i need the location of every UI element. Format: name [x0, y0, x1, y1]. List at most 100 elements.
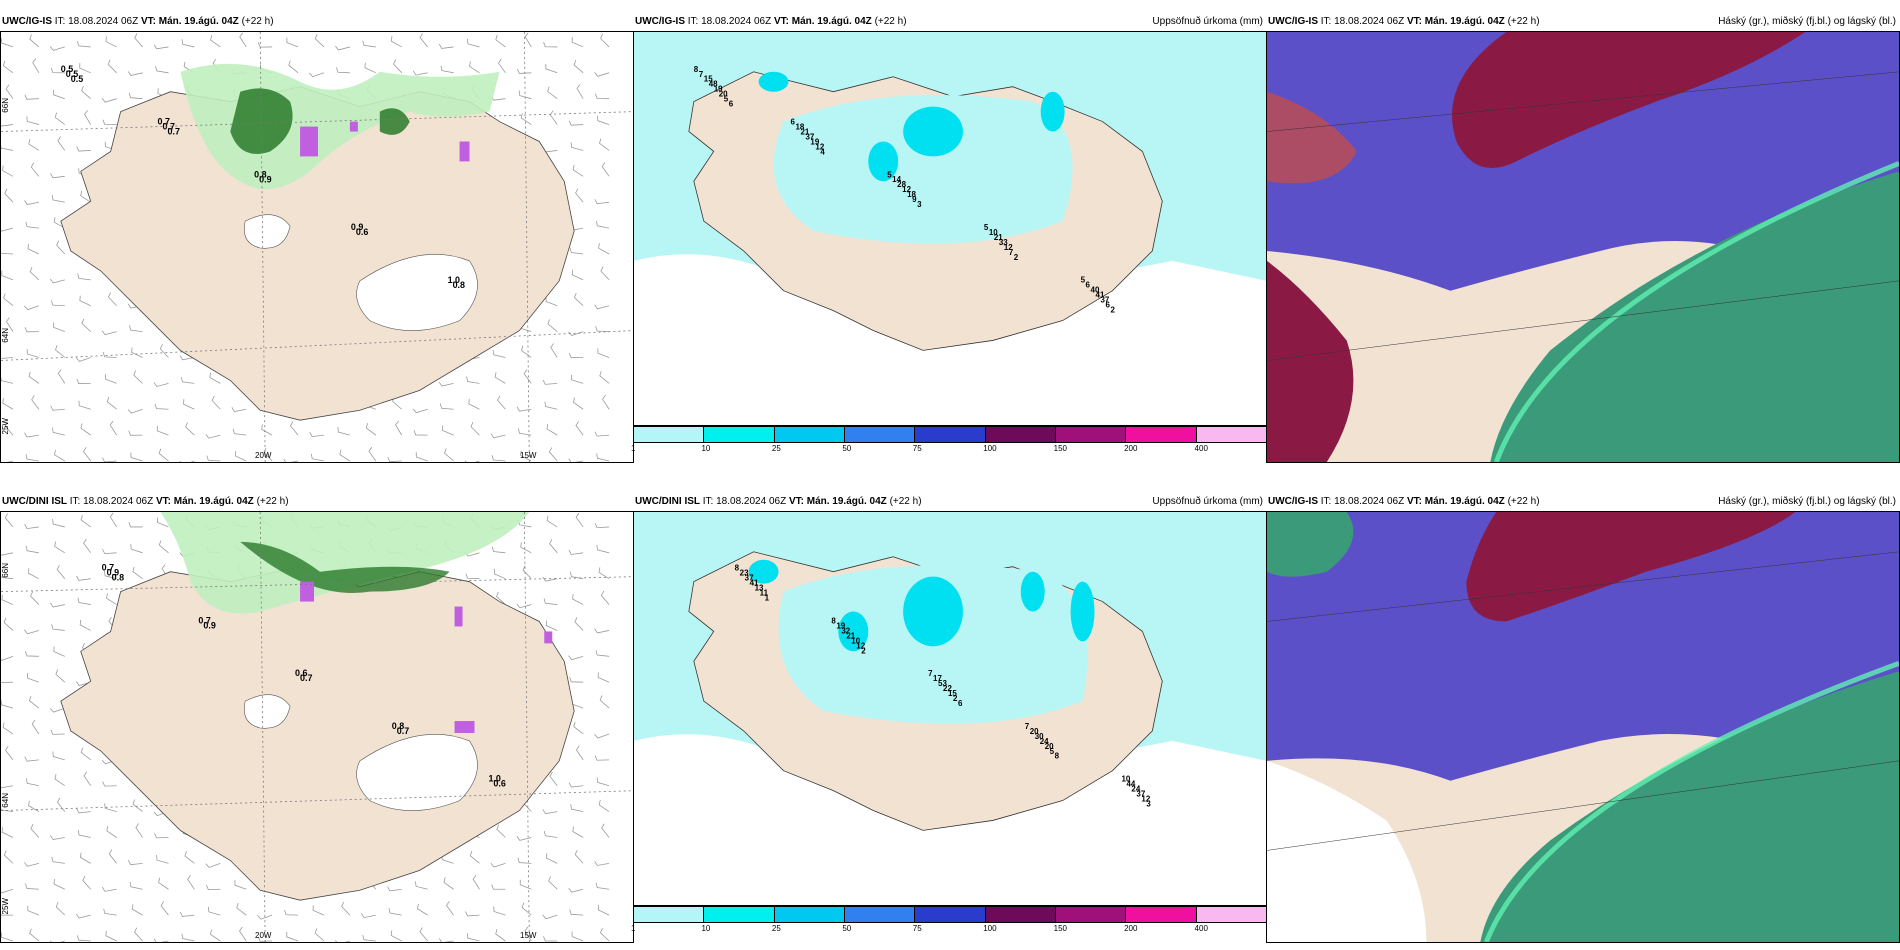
- wind-barb: [337, 427, 350, 436]
- wind-barb: [81, 318, 91, 332]
- panel-title: Háský (gr.), miðský (fj.bl.) og lágský (…: [1718, 496, 1896, 507]
- wind-barb: [28, 371, 40, 384]
- wind-barb: [133, 370, 143, 384]
- map-value-label: 12: [1004, 243, 1013, 252]
- graticule: [1267, 551, 1899, 851]
- lon-label-25w: 25W: [1, 418, 10, 435]
- wind-barb: [335, 45, 350, 51]
- wind-barb: [77, 597, 91, 605]
- wind-barb: [236, 902, 247, 916]
- wind-barb: [467, 38, 480, 48]
- wind-barb: [438, 43, 454, 49]
- map-value-label: 10: [1121, 775, 1130, 784]
- wind-barb: [29, 928, 40, 942]
- colorbar-tick-label: 400: [1194, 924, 1208, 933]
- panel-header: UWC/IG-IS IT: 18.08.2024 06Z VT: Mán. 19…: [1266, 13, 1900, 31]
- wind-barb: [49, 46, 65, 51]
- row1-accum-precip-panel: UWC/IG-IS IT: 18.08.2024 06Z VT: Mán. 19…: [631, 13, 1267, 463]
- wind-barb: [490, 862, 506, 868]
- low-cloud: [1480, 671, 1899, 942]
- wind-barb: [156, 425, 169, 436]
- wind-barb: [52, 519, 65, 528]
- colorbar-tick-label: 25: [771, 444, 781, 453]
- wind-barb: [596, 220, 610, 229]
- map-value-label: 0.7: [397, 726, 409, 736]
- wind-barb: [187, 874, 195, 890]
- wind-barb: [601, 162, 610, 177]
- map-value-label: 10: [989, 228, 998, 237]
- map-value-label: 53: [938, 679, 947, 688]
- wind-barb: [75, 357, 91, 362]
- wind-barb: [1, 375, 14, 384]
- graticule: [1267, 71, 1899, 361]
- lon-label-20w: 20W: [255, 451, 272, 460]
- wind-barb: [209, 929, 221, 942]
- wind-barb: [419, 33, 428, 48]
- map-value-label: 5: [1081, 276, 1086, 285]
- wind-barb: [597, 348, 610, 358]
- precip-heavy: [230, 88, 293, 154]
- wind-barb: [524, 32, 532, 48]
- wind-barb: [128, 430, 143, 436]
- accum-precip-map[interactable]: 8 6 5 5 5 7 18 14 10 6 15 21 28 21 40 48 37 12 33 41 19 19 18 1…: [633, 31, 1267, 426]
- wind-barb: [496, 824, 506, 838]
- cloud-map[interactable]: [1266, 511, 1900, 943]
- wind-barb: [132, 566, 143, 580]
- wind-barb: [25, 221, 39, 229]
- wind-barb: [209, 372, 221, 384]
- wind-barb: [131, 347, 143, 358]
- wind-barb: [518, 90, 532, 100]
- wind-barb: [5, 317, 14, 332]
- wind-barb: [492, 349, 506, 358]
- wind-barb: [210, 35, 221, 48]
- cloud-map[interactable]: [1266, 31, 1900, 463]
- wind-barb: [24, 651, 39, 657]
- wind-barb: [31, 395, 40, 410]
- wind-barb: [283, 458, 299, 462]
- wind-barb: [286, 931, 299, 942]
- wind-barb: [80, 190, 91, 203]
- lat-label-64n: 64N: [1, 793, 10, 808]
- wind-barb: [50, 729, 65, 735]
- wind-precip-map[interactable]: 0.7 0.7 0.6 0.8 1.0 0.9 0.9 0.7 0.7 0.6 0.8: [0, 511, 634, 943]
- lon-label-20w: 20W: [255, 931, 272, 940]
- wind-barb: [24, 200, 39, 205]
- wind-barb: [103, 908, 117, 916]
- colorbar-tick-label: 100: [983, 444, 997, 453]
- map-value-label: 18: [795, 123, 804, 132]
- wind-barb: [127, 71, 143, 76]
- wind-barb: [570, 374, 584, 384]
- wind-barb: [547, 86, 558, 100]
- wind-barb: [310, 453, 325, 462]
- wind-barb: [28, 139, 40, 151]
- wind-barb: [309, 432, 325, 438]
- wind-barb: [4, 513, 14, 528]
- wind-barb: [82, 875, 92, 890]
- wind-barb: [594, 72, 610, 77]
- wind-barb: [569, 677, 584, 683]
- wind-barb: [102, 548, 117, 555]
- wind-barb: [129, 881, 143, 890]
- wind-barb: [572, 826, 584, 838]
- glacier: [356, 254, 478, 331]
- wind-barb: [519, 879, 532, 890]
- accum-precip-map[interactable]: 8 8 7 7 10 23 19 17 20 44 37 32 53 30 24 41 21 22 24 37 13 10…: [633, 511, 1267, 906]
- wind-barb: [517, 68, 532, 74]
- colorbar-tick-label: 150: [1053, 924, 1068, 933]
- wind-barb: [130, 544, 143, 554]
- wind-barb: [77, 830, 91, 838]
- wind-barb: [1, 888, 14, 894]
- lon-label-15w: 15W: [520, 451, 537, 460]
- lead-time: (+22 h): [241, 16, 274, 27]
- wind-barb: [205, 433, 221, 439]
- map-value-label: 10: [851, 636, 860, 645]
- wind-barb: [387, 456, 402, 462]
- wind-barb: [446, 901, 454, 916]
- init-time: IT: 18.08.2024 06Z: [69, 496, 154, 507]
- wind-barb: [181, 933, 195, 942]
- wind-barb: [52, 751, 65, 761]
- wind-barb: [84, 110, 92, 125]
- glacier: [243, 694, 291, 729]
- wind-precip-map[interactable]: 0.5 0.7 0.8 0.9 1.0 0.5 0.7 0.9 0.6 0.8 0.5 0.7: [0, 31, 634, 463]
- colorbar-segment: [774, 427, 845, 442]
